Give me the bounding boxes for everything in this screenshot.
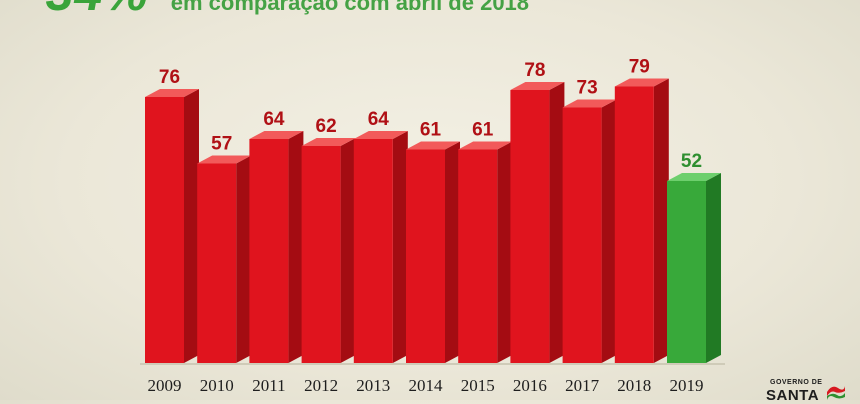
state-flag-icon [827, 386, 845, 400]
bar-top [458, 141, 513, 150]
x-tick-label: 2009 [148, 376, 182, 395]
bar [301, 146, 341, 363]
data-label: 78 [524, 60, 545, 81]
bar-top [562, 99, 617, 108]
bar [197, 163, 237, 363]
bar [562, 107, 602, 363]
x-tick-label: 2013 [356, 376, 390, 395]
bar-side [340, 138, 356, 363]
data-label: 73 [577, 78, 598, 99]
data-label: 64 [263, 109, 285, 130]
headline: -34% em comparação com abril de 2018 [28, 0, 529, 18]
x-tick-label: 2015 [461, 376, 495, 395]
bar-top [301, 138, 356, 146]
bar [353, 139, 393, 363]
bar-side [184, 89, 199, 363]
data-label: 61 [420, 120, 442, 141]
bar-side [392, 131, 408, 363]
comparison-subtitle: em comparação com abril de 2018 [170, 0, 530, 15]
percent-change: -34% [28, 0, 149, 18]
bar-top [510, 82, 565, 90]
bar-top [249, 131, 304, 139]
x-tick-label: 2017 [565, 376, 600, 395]
bar-top [406, 141, 460, 150]
government-logo: GOVERNO DE SANTA [766, 378, 846, 404]
data-label: 61 [472, 120, 494, 141]
bar-top [614, 78, 669, 87]
logo-line1: GOVERNO DE [770, 379, 823, 386]
x-tick-label: 2011 [252, 376, 285, 395]
bar-side [601, 99, 617, 363]
data-label: 76 [159, 67, 180, 88]
x-tick-label: 2018 [617, 376, 651, 395]
bar-side [236, 155, 252, 363]
bar-side [288, 131, 304, 363]
bar [145, 97, 184, 363]
x-tick-label: 2019 [670, 376, 704, 395]
logo-line2: SANTA [766, 387, 820, 404]
bar-side [549, 82, 565, 363]
bar-side [497, 141, 513, 363]
bar [458, 149, 498, 363]
x-tick-label: 2010 [200, 376, 234, 395]
bar [510, 90, 550, 363]
bar [667, 181, 706, 363]
data-label: 57 [211, 134, 232, 155]
data-label: 52 [681, 151, 702, 172]
data-label: 62 [316, 116, 337, 137]
bar-top [197, 155, 252, 164]
bar-top [667, 173, 721, 181]
x-tick-label: 2016 [513, 376, 547, 395]
data-label: 64 [368, 109, 390, 130]
data-label: 79 [629, 57, 650, 78]
x-tick-label: 2014 [409, 376, 444, 395]
x-tick-label: 2012 [304, 376, 338, 395]
bar-top [145, 89, 199, 97]
bar [614, 86, 654, 363]
bar [249, 139, 289, 363]
bar-side [706, 173, 721, 363]
bar-side [653, 78, 669, 363]
bar-side [445, 141, 460, 363]
bar-top [353, 131, 408, 139]
bar [406, 149, 445, 363]
